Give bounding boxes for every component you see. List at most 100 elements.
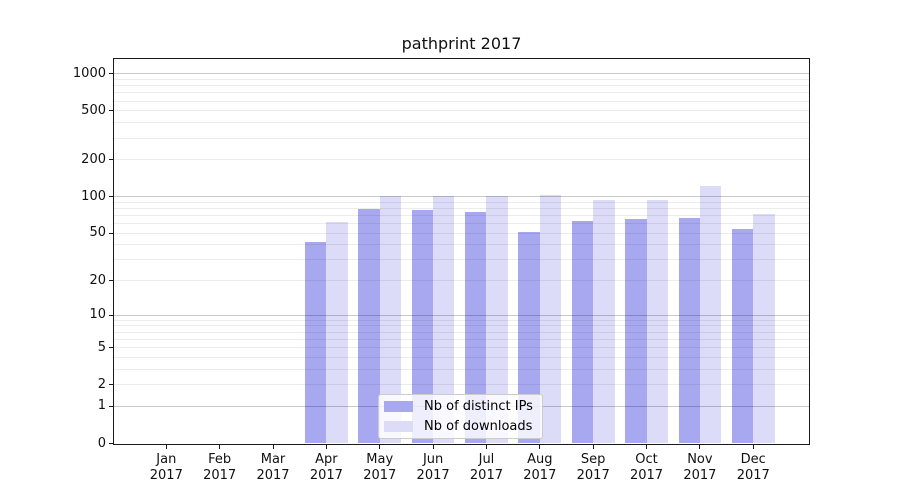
gridline-minor-6 [114,338,809,340]
legend-item-downloads: Nb of downloads [384,419,537,434]
y-tick-mark-10 [109,314,114,316]
y-tick-mark-50 [109,232,114,234]
x-tick-month: Jan [156,452,177,467]
x-tick-year: 2017 [363,467,397,483]
x-tick-label-mar: Mar 2017 [233,452,313,483]
x-tick-mark-oct [646,444,648,449]
x-tick-mark-jun [432,444,434,449]
x-tick-month: Aug [527,452,553,467]
y-tick-label-50: 50 [89,225,106,241]
x-tick-year: 2017 [149,467,183,483]
bar-downloads-may [379,195,402,444]
y-tick-mark-500 [109,110,114,112]
y-tick-mark-1000 [109,73,114,75]
x-tick-mark-apr [325,444,327,449]
gridline-minor-90 [114,201,809,203]
x-tick-label-may: May 2017 [340,452,420,483]
y-tick-label-1: 1 [97,398,106,414]
gridline-minor-400 [114,122,809,124]
plot-area [113,58,810,445]
gridline-minor-800 [114,85,809,87]
x-tick-year: 2017 [736,467,770,483]
bar-distinct-ips-oct [625,218,647,444]
gridline-minor-700 [114,92,809,94]
y-tick-mark-20 [109,280,114,282]
x-tick-year: 2017 [629,467,664,483]
x-tick-mark-jan [165,444,167,449]
legend-label-distinct-ips: Nb of distinct IPs [424,399,533,415]
gridline-minor-200 [114,159,809,161]
gridline-minor-5 [114,347,809,349]
grid-layer [114,59,809,444]
legend: Nb of distinct IPs Nb of downloads [378,394,543,439]
y-tick-mark-200 [109,159,114,161]
bar-distinct-ips-jul [465,211,487,444]
x-tick-mark-nov [699,444,701,449]
bar-downloads-oct [646,199,668,444]
x-tick-label-jan: Jan 2017 [126,452,206,483]
bar-downloads-jul [486,195,508,444]
x-tick-year: 2017 [416,467,450,483]
y-tick-label-1000: 1000 [72,65,106,81]
gridline-minor-600 [114,100,809,102]
x-tick-month: Mar [260,452,286,467]
y-tick-mark-2 [109,384,114,386]
x-tick-month: Dec [740,452,766,467]
bar-downloads-aug [539,195,562,444]
gridline-minor-80 [114,207,809,209]
gridline-minor-40 [114,244,809,246]
x-tick-label-oct: Oct 2017 [607,452,687,483]
legend-label-downloads: Nb of downloads [424,418,533,434]
x-tick-month: Apr [315,452,338,467]
x-tick-label-nov: Nov 2017 [660,452,740,483]
bar-downloads-sep [593,200,615,444]
x-tick-month: Oct [635,452,658,467]
gridline-minor-300 [114,137,809,139]
gridline-major-100 [114,196,809,198]
gridline-minor-8 [114,325,809,327]
x-tick-year: 2017 [683,467,717,483]
x-tick-mark-jul [485,444,487,449]
bar-distinct-ips-aug [518,232,540,444]
x-tick-mark-dec [752,444,754,449]
gridline-major-10 [114,314,809,316]
x-tick-month: Jun [422,452,444,467]
y-tick-label-2: 2 [97,376,106,392]
bar-downloads-jun [433,195,455,444]
legend-swatch-downloads [384,420,413,432]
legend-item-distinct-ips: Nb of distinct IPs [384,399,537,414]
bar-distinct-ips-may [358,209,380,444]
x-tick-year: 2017 [309,467,343,483]
y-tick-mark-100 [109,196,114,198]
gridline-minor-50 [114,232,809,234]
x-tick-year: 2017 [256,467,290,483]
x-tick-mark-aug [539,444,541,449]
x-tick-mark-mar [272,444,274,449]
gridline-minor-3 [114,368,809,370]
gridline-minor-900 [114,78,809,80]
gridline-minor-500 [114,110,809,112]
x-tick-year: 2017 [469,467,503,483]
bar-distinct-ips-jun [411,209,434,444]
x-tick-month: Feb [208,452,232,467]
x-tick-month: Jul [478,452,495,467]
bars-layer [114,59,809,444]
x-tick-mark-may [379,444,381,449]
gridline-minor-4 [114,356,809,358]
x-tick-label-apr: Apr 2017 [286,452,366,483]
gridline-minor-30 [114,259,809,261]
x-tick-mark-feb [219,444,221,449]
x-tick-label-feb: Feb 2017 [180,452,260,483]
bar-distinct-ips-apr [304,242,327,444]
gridline-major-1000 [114,73,809,75]
x-tick-mark-sep [592,444,594,449]
x-tick-month: Sep [580,452,606,467]
x-tick-year: 2017 [203,467,237,483]
y-tick-label-100: 100 [81,188,106,204]
y-tick-label-500: 500 [81,102,106,118]
y-tick-label-200: 200 [81,151,106,167]
bar-distinct-ips-sep [571,220,594,444]
legend-swatch-distinct-ips [384,401,413,413]
gridline-minor-60 [114,223,809,225]
